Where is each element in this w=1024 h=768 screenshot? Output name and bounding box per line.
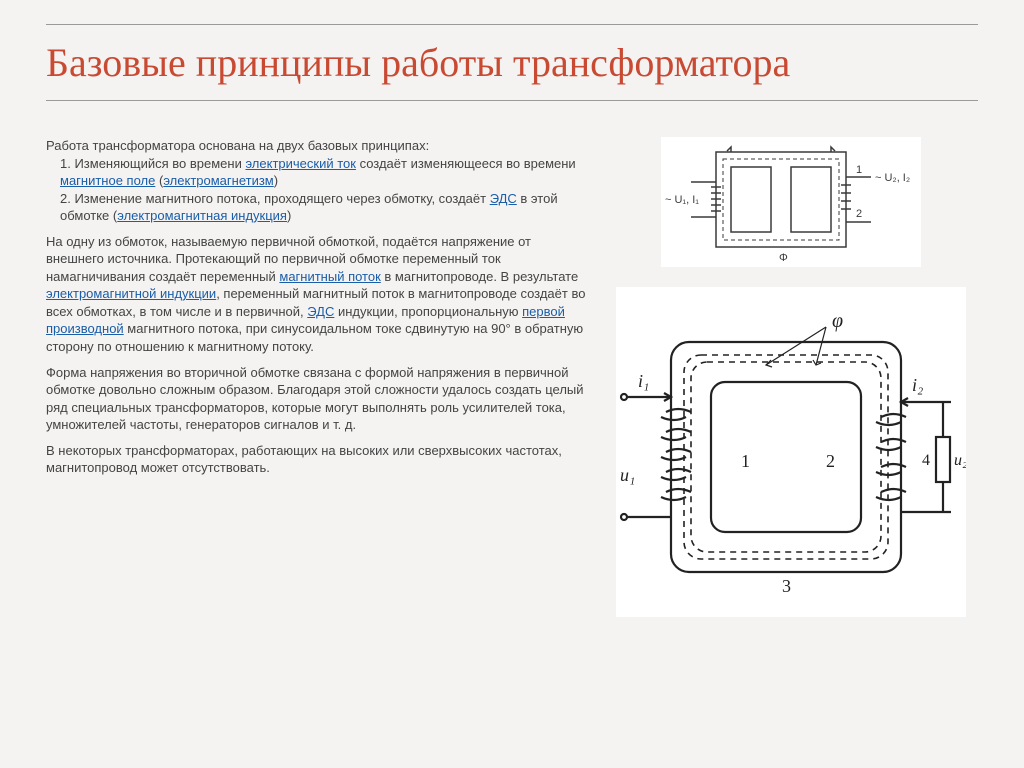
link-electric-current[interactable]: электрический ток <box>245 156 356 171</box>
fig2-label-phi: φ <box>832 310 843 332</box>
intro2-pre: 2. Изменение магнитного потока, проходящ… <box>60 191 490 206</box>
page-title: Базовые принципы работы трансформатора <box>46 39 978 86</box>
intro-item-1: 1. Изменяющийся во времени электрический… <box>46 155 586 190</box>
para-2: На одну из обмоток, называемую первичной… <box>46 233 586 356</box>
figure-2-transformer-schematic: i₁ i₂ u₁ u₂ φ 1 2 3 4 <box>616 287 966 617</box>
intro1-close: ) <box>274 173 278 188</box>
fig2-label-u2: u₂ <box>954 452 966 469</box>
fig2-label-u1: u₁ <box>620 465 635 485</box>
fig2-label-3: 3 <box>782 576 791 596</box>
fig2-label-i1: i₁ <box>638 371 649 391</box>
intro-lead: Работа трансформатора основана на двух б… <box>46 138 429 153</box>
link-em-induction[interactable]: электромагнитная индукция <box>117 208 287 223</box>
under-title-rule <box>46 100 978 101</box>
fig1-label-u1: ~ U₁, I₁ <box>665 194 699 206</box>
fig1-label-1: 1 <box>856 164 862 176</box>
fig1-label-u2: ~ U₂, I₂ <box>875 172 910 184</box>
intro1-mid: создаёт изменяющееся во времени <box>356 156 576 171</box>
fig2-label-2: 2 <box>826 451 835 471</box>
para-3: Форма напряжения во вторичной обмотке св… <box>46 364 586 434</box>
link-em-induction-2[interactable]: электромагнитной индукции <box>46 286 216 301</box>
intro2-close: ) <box>287 208 291 223</box>
link-emf[interactable]: ЭДС <box>490 191 517 206</box>
fig2-label-1: 1 <box>741 451 750 471</box>
text-column: Работа трансформатора основана на двух б… <box>46 137 586 617</box>
p2-t2: в магнитопроводе. В результате <box>381 269 578 284</box>
content-row: Работа трансформатора основана на двух б… <box>46 137 978 617</box>
link-electromagnetism[interactable]: электромагнетизм <box>163 173 273 188</box>
figure-column: ~ U₁, I₁ ~ U₂, I₂ 1 2 Φ <box>604 137 978 617</box>
link-magnetic-field[interactable]: магнитное поле <box>60 173 155 188</box>
intro-item-2: 2. Изменение магнитного потока, проходящ… <box>46 190 586 225</box>
top-rule <box>46 24 978 25</box>
figure-1-transformer-icon: ~ U₁, I₁ ~ U₂, I₂ 1 2 Φ <box>661 137 921 267</box>
intro-para: Работа трансформатора основана на двух б… <box>46 137 586 225</box>
intro1-pre: 1. Изменяющийся во времени <box>60 156 245 171</box>
fig2-label-i2: i₂ <box>912 375 923 395</box>
link-magnetic-flux[interactable]: магнитный поток <box>279 269 380 284</box>
fig1-label-phi: Φ <box>779 252 788 264</box>
para-4: В некоторых трансформаторах, работающих … <box>46 442 586 477</box>
fig2-label-4: 4 <box>922 452 930 469</box>
link-emf-2[interactable]: ЭДС <box>307 304 334 319</box>
p2-t5: магнитного потока, при синусоидальном то… <box>46 321 583 354</box>
p2-t4: индукции, пропорциональную <box>334 304 522 319</box>
fig1-label-2: 2 <box>856 208 862 220</box>
